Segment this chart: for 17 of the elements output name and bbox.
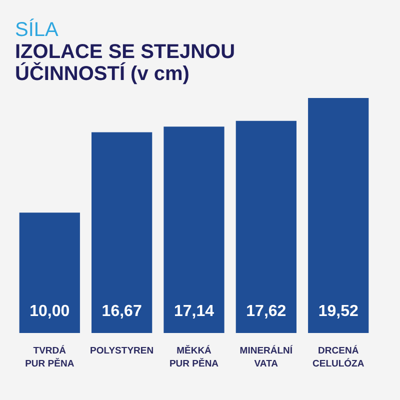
x-tick-label: TVRDÁ PUR PĚNA (25, 344, 74, 370)
data-label: 16,67 (102, 303, 142, 320)
bar (236, 120, 296, 333)
data-label: 17,14 (174, 303, 214, 320)
x-tick-label: MINERÁLNÍ VATA (240, 344, 293, 370)
x-tick-label: MĚKKÁ PUR PĚNA (169, 344, 219, 370)
bar (164, 126, 224, 333)
chart-title: SÍLA (15, 18, 60, 41)
bar (92, 132, 152, 333)
x-tick-label: DRCENÁ CELULÓZA (312, 344, 364, 370)
data-label: 10,00 (30, 303, 70, 320)
bar (19, 212, 80, 333)
bar (308, 98, 369, 333)
data-label: 17,62 (246, 303, 286, 320)
data-label: 19,52 (318, 303, 358, 320)
x-tick-label: POLYSTYREN (90, 346, 154, 356)
chart-subtitle: IZOLACE SE STEJNOU ÚČINNOSTÍ (v cm) (15, 41, 236, 85)
